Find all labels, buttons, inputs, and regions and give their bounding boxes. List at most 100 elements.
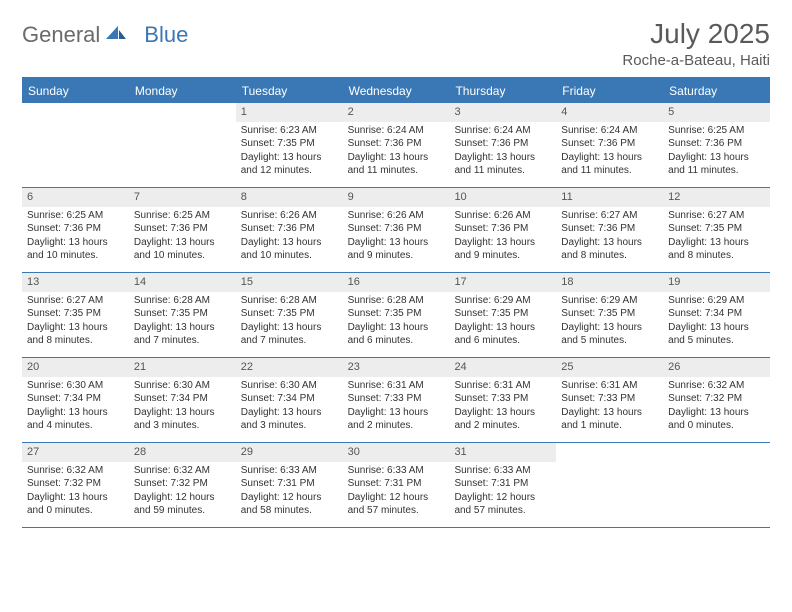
day-sunset: Sunset: 7:36 PM: [27, 222, 124, 236]
day-sunrise: Sunrise: 6:26 AM: [348, 209, 445, 223]
day-dl1: Daylight: 13 hours: [454, 236, 551, 250]
day-number: 18: [556, 273, 663, 292]
day-dl1: Daylight: 13 hours: [27, 491, 124, 505]
week-row: 27Sunrise: 6:32 AMSunset: 7:32 PMDayligh…: [22, 443, 770, 528]
day-number: 7: [129, 188, 236, 207]
day-dl2: and 57 minutes.: [454, 504, 551, 518]
day-header-monday: Monday: [129, 79, 236, 103]
day-dl2: and 5 minutes.: [668, 334, 765, 348]
day-header-saturday: Saturday: [663, 79, 770, 103]
day-cell: 10Sunrise: 6:26 AMSunset: 7:36 PMDayligh…: [449, 188, 556, 272]
day-sunset: Sunset: 7:36 PM: [561, 137, 658, 151]
day-cell: 14Sunrise: 6:28 AMSunset: 7:35 PMDayligh…: [129, 273, 236, 357]
day-sunrise: Sunrise: 6:30 AM: [134, 379, 231, 393]
day-cell: 26Sunrise: 6:32 AMSunset: 7:32 PMDayligh…: [663, 358, 770, 442]
title-block: July 2025 Roche-a-Bateau, Haiti: [622, 18, 770, 69]
day-dl1: Daylight: 13 hours: [348, 236, 445, 250]
day-cell: 25Sunrise: 6:31 AMSunset: 7:33 PMDayligh…: [556, 358, 663, 442]
day-number: 28: [129, 443, 236, 462]
day-sunset: Sunset: 7:34 PM: [241, 392, 338, 406]
day-content: Sunrise: 6:26 AMSunset: 7:36 PMDaylight:…: [449, 207, 556, 267]
day-dl2: and 5 minutes.: [561, 334, 658, 348]
day-content: Sunrise: 6:27 AMSunset: 7:35 PMDaylight:…: [663, 207, 770, 267]
day-number: 31: [449, 443, 556, 462]
day-cell: [663, 443, 770, 527]
day-dl2: and 57 minutes.: [348, 504, 445, 518]
day-cell: 1Sunrise: 6:23 AMSunset: 7:35 PMDaylight…: [236, 103, 343, 187]
day-dl1: Daylight: 13 hours: [561, 151, 658, 165]
logo-text-blue: Blue: [144, 22, 188, 48]
day-sunset: Sunset: 7:32 PM: [668, 392, 765, 406]
header-row: General Blue July 2025 Roche-a-Bateau, H…: [22, 18, 770, 69]
location-text: Roche-a-Bateau, Haiti: [622, 52, 770, 69]
day-sunrise: Sunrise: 6:26 AM: [241, 209, 338, 223]
day-sunrise: Sunrise: 6:27 AM: [668, 209, 765, 223]
day-content: Sunrise: 6:27 AMSunset: 7:36 PMDaylight:…: [556, 207, 663, 267]
day-dl1: Daylight: 12 hours: [241, 491, 338, 505]
day-content: Sunrise: 6:30 AMSunset: 7:34 PMDaylight:…: [22, 377, 129, 437]
day-content: Sunrise: 6:29 AMSunset: 7:35 PMDaylight:…: [449, 292, 556, 352]
day-sunset: Sunset: 7:31 PM: [454, 477, 551, 491]
day-header-thursday: Thursday: [449, 79, 556, 103]
day-cell: 6Sunrise: 6:25 AMSunset: 7:36 PMDaylight…: [22, 188, 129, 272]
day-dl1: Daylight: 12 hours: [134, 491, 231, 505]
day-dl1: Daylight: 13 hours: [348, 406, 445, 420]
day-number: 5: [663, 103, 770, 122]
day-sunset: Sunset: 7:33 PM: [348, 392, 445, 406]
day-sunset: Sunset: 7:33 PM: [454, 392, 551, 406]
day-header-row: Sunday Monday Tuesday Wednesday Thursday…: [22, 79, 770, 103]
day-sunrise: Sunrise: 6:23 AM: [241, 124, 338, 138]
day-sunrise: Sunrise: 6:33 AM: [241, 464, 338, 478]
day-dl1: Daylight: 13 hours: [241, 236, 338, 250]
day-dl2: and 9 minutes.: [348, 249, 445, 263]
day-content: Sunrise: 6:24 AMSunset: 7:36 PMDaylight:…: [556, 122, 663, 182]
day-dl1: Daylight: 13 hours: [561, 236, 658, 250]
day-dl2: and 1 minute.: [561, 419, 658, 433]
day-number: 15: [236, 273, 343, 292]
day-sunset: Sunset: 7:35 PM: [241, 307, 338, 321]
day-content: Sunrise: 6:25 AMSunset: 7:36 PMDaylight:…: [22, 207, 129, 267]
day-cell: 21Sunrise: 6:30 AMSunset: 7:34 PMDayligh…: [129, 358, 236, 442]
day-dl2: and 11 minutes.: [454, 164, 551, 178]
day-number: 25: [556, 358, 663, 377]
day-cell: 15Sunrise: 6:28 AMSunset: 7:35 PMDayligh…: [236, 273, 343, 357]
day-dl2: and 3 minutes.: [134, 419, 231, 433]
day-number: 12: [663, 188, 770, 207]
day-cell: 11Sunrise: 6:27 AMSunset: 7:36 PMDayligh…: [556, 188, 663, 272]
day-number: 1: [236, 103, 343, 122]
day-content: Sunrise: 6:25 AMSunset: 7:36 PMDaylight:…: [663, 122, 770, 182]
day-cell: 23Sunrise: 6:31 AMSunset: 7:33 PMDayligh…: [343, 358, 450, 442]
day-dl2: and 8 minutes.: [561, 249, 658, 263]
day-number: 21: [129, 358, 236, 377]
day-sunrise: Sunrise: 6:25 AM: [134, 209, 231, 223]
day-header-tuesday: Tuesday: [236, 79, 343, 103]
day-sunrise: Sunrise: 6:32 AM: [134, 464, 231, 478]
logo-sail-icon: [104, 24, 126, 47]
day-dl2: and 7 minutes.: [241, 334, 338, 348]
day-number: 2: [343, 103, 450, 122]
week-row: 1 Sunrise: 6:23 AMSunset: 7:35 PM Daylight…: [22, 103, 770, 188]
day-dl2: and 6 minutes.: [454, 334, 551, 348]
day-content: Sunrise: 6:29 AMSunset: 7:34 PMDaylight:…: [663, 292, 770, 352]
day-sunset: Sunset: 7:36 PM: [348, 222, 445, 236]
day-sunset: Sunset: 7:35 PM: [668, 222, 765, 236]
day-dl1: Daylight: 13 hours: [348, 151, 445, 165]
day-content: Sunrise: 6:32 AMSunset: 7:32 PMDaylight:…: [663, 377, 770, 437]
day-dl2: and 6 minutes.: [348, 334, 445, 348]
day-cell: 28Sunrise: 6:32 AMSunset: 7:32 PMDayligh…: [129, 443, 236, 527]
day-sunset: Sunset: 7:31 PM: [241, 477, 338, 491]
day-dl2: and 59 minutes.: [134, 504, 231, 518]
day-dl2: and 12 minutes.: [241, 164, 338, 178]
day-dl1: Daylight: 13 hours: [668, 236, 765, 250]
day-dl2: and 0 minutes.: [27, 504, 124, 518]
day-dl1: Daylight: 13 hours: [134, 236, 231, 250]
day-sunset: Sunset: 7:36 PM: [454, 222, 551, 236]
day-sunrise: Sunrise: 6:32 AM: [668, 379, 765, 393]
day-dl1: Daylight: 13 hours: [454, 151, 551, 165]
day-sunset: Sunset: 7:35 PM: [241, 137, 338, 151]
day-content: Sunrise: 6:28 AMSunset: 7:35 PMDaylight:…: [343, 292, 450, 352]
day-cell: 20Sunrise: 6:30 AMSunset: 7:34 PMDayligh…: [22, 358, 129, 442]
day-sunrise: Sunrise: 6:28 AM: [348, 294, 445, 308]
day-cell: 12Sunrise: 6:27 AMSunset: 7:35 PMDayligh…: [663, 188, 770, 272]
day-dl2: and 8 minutes.: [668, 249, 765, 263]
